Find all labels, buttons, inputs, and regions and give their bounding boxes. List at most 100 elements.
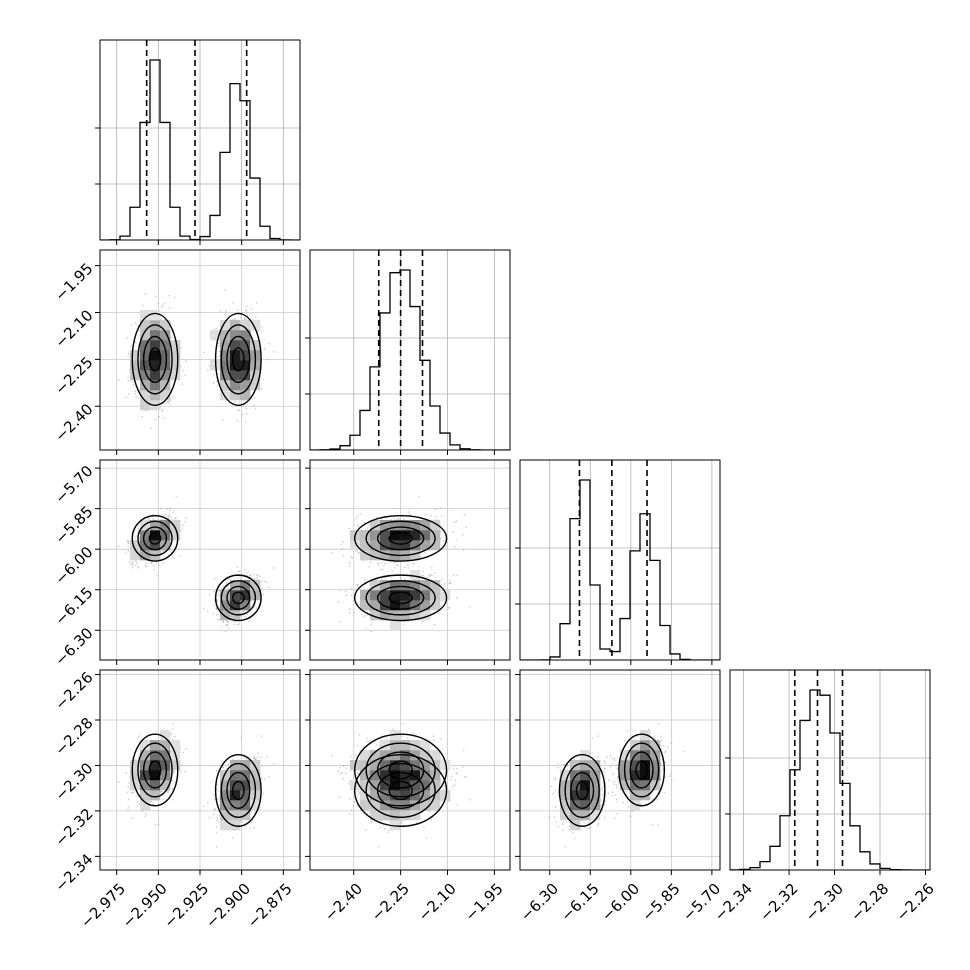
sample-point [345, 594, 348, 597]
sample-point [127, 353, 130, 355]
sample-point [138, 329, 140, 332]
density-cell [360, 590, 371, 601]
density-cell [240, 370, 251, 381]
sample-point [138, 735, 140, 737]
density-cell [350, 540, 361, 551]
sample-point [181, 527, 184, 529]
density-cell [360, 550, 371, 561]
sample-point [452, 574, 455, 577]
sample-point [225, 310, 227, 312]
sample-point [144, 293, 147, 295]
sample-point [255, 607, 258, 609]
sample-point [180, 529, 182, 531]
contour-0-1 [376, 526, 425, 551]
density-cell [160, 540, 171, 551]
density-cell [150, 540, 161, 551]
contour-1-3 [214, 312, 262, 407]
sample-point [171, 728, 174, 731]
sample-point [157, 823, 160, 826]
density-cell [430, 520, 441, 531]
sample-point [384, 562, 386, 565]
sample-point [162, 514, 165, 517]
density-cell [220, 340, 231, 351]
sample-point [448, 579, 451, 582]
sample-point [131, 562, 134, 565]
sample-point [377, 564, 380, 566]
sample-point [246, 758, 248, 760]
sample-point [169, 516, 172, 518]
sample-point [173, 770, 175, 772]
sample-point [266, 756, 268, 758]
sample-point [256, 576, 259, 579]
sample-point [132, 561, 134, 563]
sample-point [222, 620, 225, 623]
contour-1-0 [231, 591, 245, 605]
sample-point [185, 747, 187, 750]
sample-point [366, 611, 369, 613]
density-cell [170, 360, 181, 371]
density-cell [400, 590, 411, 601]
sample-point [213, 328, 216, 331]
sample-point [236, 566, 239, 568]
sample-point [455, 539, 458, 541]
contour-1-2 [220, 580, 257, 616]
sample-point [399, 576, 402, 579]
contour-0-3 [131, 514, 179, 562]
sample-point [125, 772, 127, 774]
density-cell [410, 530, 421, 541]
sample-point [174, 517, 176, 520]
sample-point [174, 735, 176, 738]
sample-point [379, 568, 382, 571]
sample-point [131, 817, 134, 820]
density-cell [250, 340, 261, 351]
sample-point [135, 560, 137, 562]
sample-point [266, 581, 268, 583]
sample-point [391, 570, 393, 572]
density-cell [390, 620, 401, 631]
density-cell [140, 350, 151, 361]
sample-point [169, 507, 171, 510]
sample-point [131, 564, 134, 566]
panel-frame [519, 459, 721, 661]
sample-point [368, 522, 371, 525]
sample-point [218, 821, 220, 824]
density-cell [430, 580, 441, 591]
sample-point [237, 623, 239, 626]
density-cell [140, 340, 151, 351]
contour-0-0 [148, 347, 162, 372]
density-cell [370, 610, 381, 621]
sample-point [440, 578, 443, 580]
sample-point [167, 517, 169, 519]
sample-point [461, 534, 464, 536]
panel-1-1 [305, 249, 511, 455]
sample-point [156, 574, 158, 577]
sample-point [429, 574, 432, 576]
sample-point [231, 837, 234, 839]
density-cell [240, 340, 251, 351]
density-cell [380, 550, 391, 561]
sample-point [448, 582, 451, 584]
density-cell [160, 360, 171, 371]
sample-point [166, 401, 169, 403]
density-cell [430, 600, 441, 611]
sample-point [161, 306, 163, 308]
sample-point [167, 791, 169, 793]
sample-point [370, 630, 373, 633]
sample-point [349, 562, 351, 564]
density-cell [220, 320, 231, 331]
density-cell [230, 380, 241, 391]
sample-point [134, 392, 136, 395]
sample-point [239, 576, 241, 579]
density-cell [160, 340, 171, 351]
sample-point [268, 776, 270, 778]
sample-point [217, 593, 219, 595]
sample-point [216, 608, 218, 611]
sample-point [127, 808, 129, 810]
sample-point [392, 507, 395, 510]
sample-point [218, 342, 220, 344]
sample-point [225, 582, 228, 585]
sample-point [469, 606, 471, 608]
sample-point [213, 604, 216, 606]
sample-point [157, 809, 159, 812]
density-cell [230, 390, 241, 401]
